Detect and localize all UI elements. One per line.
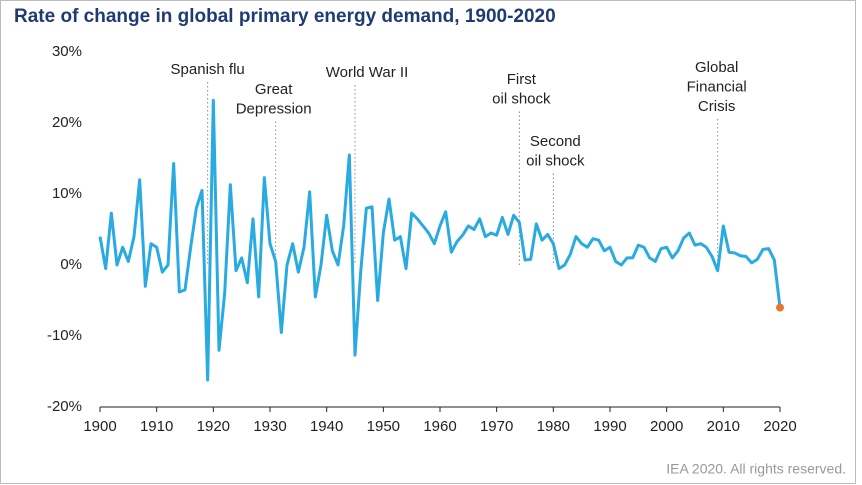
source: IEA 2020. All rights reserved. [666, 461, 846, 477]
annotation-label: World War II [326, 64, 409, 81]
annotation-label: Spanish flu [171, 61, 245, 78]
y-tick-label: 10% [52, 185, 82, 202]
annotation-label: Crisis [698, 98, 736, 115]
x-tick-label: 2010 [707, 418, 740, 435]
x-tick-label: 1920 [197, 418, 230, 435]
chart-title: Rate of change in global primary energy … [14, 6, 556, 27]
annotation-label: oil shock [492, 90, 551, 107]
x-tick-label: 1950 [367, 418, 400, 435]
data-line [98, 98, 782, 382]
annotation-label: Global [695, 59, 738, 76]
x-tick-label: 1900 [83, 418, 116, 435]
last-point [776, 303, 784, 312]
x-tick-label: 1960 [423, 418, 456, 435]
x-tick-label: 1940 [310, 418, 343, 435]
annotation-label: First [507, 71, 537, 88]
x-tick-label: 1970 [480, 418, 513, 435]
x-tick-label: 2000 [650, 418, 683, 435]
x-tick-label: 1930 [253, 418, 286, 435]
annotation-label: oil shock [526, 152, 585, 169]
y-tick-label: -10% [47, 327, 82, 344]
annotation-label: Second [530, 133, 581, 150]
y-tick-label: -20% [47, 398, 82, 415]
x-tick-label: 1910 [140, 418, 173, 435]
y-tick-label: 0% [60, 256, 82, 273]
annotation-label: Depression [236, 100, 312, 117]
annotation-label: Financial [687, 78, 747, 95]
annotation-label: Great [255, 81, 293, 98]
x-tick-label: 1990 [593, 418, 626, 435]
x-tick-label: 2020 [763, 418, 796, 435]
x-tick-label: 1980 [537, 418, 570, 435]
y-tick-label: 30% [52, 43, 82, 60]
y-tick-label: 20% [52, 114, 82, 131]
